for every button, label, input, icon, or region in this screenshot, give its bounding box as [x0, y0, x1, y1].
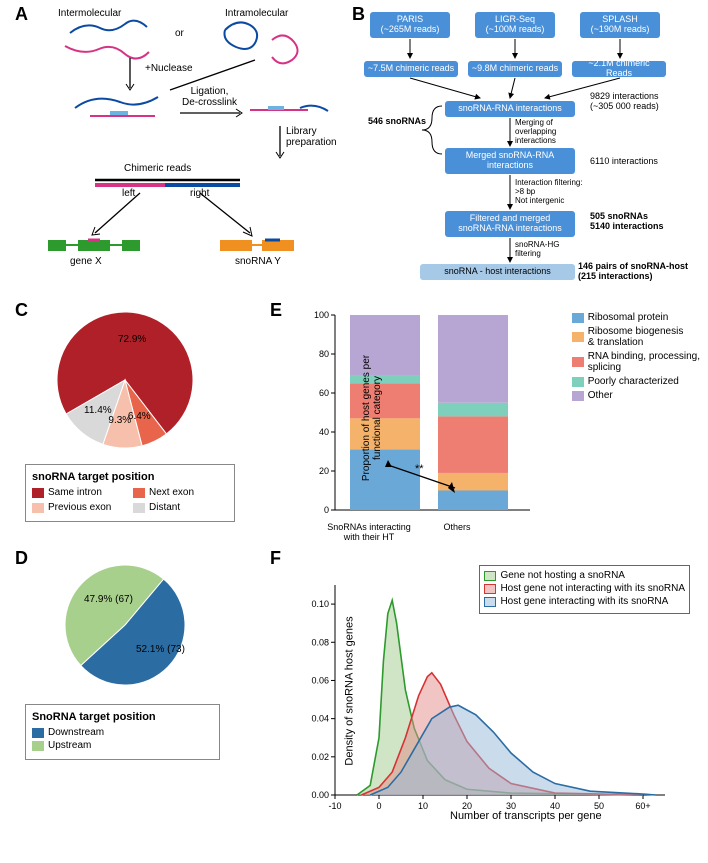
- legend-item: Next exon: [133, 487, 228, 498]
- svg-text:0.00: 0.00: [311, 790, 329, 800]
- pie-slice-label: 72.9%: [118, 334, 146, 345]
- legend-C-title: snoRNA target position: [32, 471, 228, 483]
- text-ligation: Ligation, De-crosslink: [182, 86, 237, 108]
- box-chi1: ~7.5M chimeric reads: [364, 61, 458, 77]
- svg-text:0.04: 0.04: [311, 714, 329, 724]
- box-snoint: snoRNA-RNA interactions: [445, 101, 575, 117]
- legend-item: Ribosome biogenesis & translation: [572, 326, 700, 348]
- svg-text:0.10: 0.10: [311, 599, 329, 609]
- svg-text:60+: 60+: [635, 801, 650, 811]
- step-merge: Merging of overlapping interactions: [515, 118, 556, 145]
- ylabel-E: Proportion of host genes per functional …: [361, 318, 383, 518]
- box-splash: SPLASH (~190M reads): [580, 12, 660, 38]
- svg-text:0.08: 0.08: [311, 637, 329, 647]
- legend-item: Other: [572, 390, 700, 401]
- svg-text:0: 0: [376, 801, 381, 811]
- figure: A B C D E F Intermolecular Intramolecula…: [0, 0, 708, 863]
- side-4: 505 snoRNAs 5140 interactions: [590, 211, 664, 231]
- bars-E: 0 20 40 60 80 100: [310, 310, 540, 520]
- legend-item: Downstream: [32, 727, 213, 738]
- ylabel-F: Density of snoRNA host genes: [344, 616, 356, 765]
- pie-slice-label: 11.4%: [84, 405, 112, 416]
- legend-D: SnoRNA target position Downstream Upstrea…: [25, 704, 220, 760]
- svg-text:-10: -10: [328, 801, 341, 811]
- legend-item: Distant: [133, 502, 228, 513]
- box-chi2: ~9.8M chimeric reads: [468, 61, 562, 77]
- svg-text:40: 40: [319, 427, 329, 437]
- panel-A: Intermolecular Intramolecular or: [40, 8, 350, 278]
- step-hg: snoRNA-HG filtering: [515, 240, 559, 258]
- svg-text:20: 20: [319, 466, 329, 476]
- pie-slice-label: 52.1% (73): [136, 644, 185, 655]
- legend-F: Gene not hosting a snoRNA Host gene not i…: [479, 565, 690, 614]
- svg-text:0.06: 0.06: [311, 675, 329, 685]
- text-chimeric: Chimeric reads: [124, 163, 191, 174]
- legend-item: Gene not hosting a snoRNA: [484, 570, 685, 581]
- panel-A-label: A: [15, 4, 28, 25]
- pie-slice-label: 6.4%: [128, 411, 151, 422]
- text-right: right: [190, 188, 209, 199]
- legend-item: Host gene not interacting with its snoRN…: [484, 583, 685, 594]
- svg-text:100: 100: [314, 310, 329, 320]
- box-host: snoRNA - host interactions: [420, 264, 575, 280]
- xlabel-F: Number of transcripts per gene: [450, 810, 602, 822]
- pie-slice-label: 9.3%: [108, 415, 131, 426]
- legend-item: Same intron: [32, 487, 127, 498]
- legend-C: snoRNA target position Same intron Next e…: [25, 464, 235, 522]
- svg-text:0.02: 0.02: [311, 752, 329, 762]
- legend-E: Ribosomal protein Ribosome biogenesis & t…: [572, 312, 700, 404]
- box-merged: Merged snoRNA-RNA interactions: [445, 148, 575, 174]
- step-filter: Interaction filtering: >8 bp Not interge…: [515, 178, 583, 205]
- legend-item: Ribosomal protein: [572, 312, 700, 323]
- svg-text:10: 10: [418, 801, 428, 811]
- box-ligr: LIGR-Seq (~100M reads): [475, 12, 555, 38]
- pie-slice-label: 47.9% (67): [84, 594, 133, 605]
- svg-text:60: 60: [319, 388, 329, 398]
- box-paris: PARIS (~265M reads): [370, 12, 450, 38]
- legend-item: Previous exon: [32, 502, 127, 513]
- box-filtered: Filtered and merged snoRNA-RNA interacti…: [445, 211, 575, 237]
- panel-D: 52.1% (73) 47.9% (67) SnoRNA target posit…: [25, 555, 255, 755]
- svg-text:0: 0: [324, 505, 329, 515]
- text-left: left: [122, 188, 135, 199]
- legend-D-title: SnoRNA target position: [32, 711, 213, 723]
- svg-text:80: 80: [319, 349, 329, 359]
- text-geneX: gene X: [70, 256, 102, 267]
- legend-item: Poorly characterized: [572, 376, 700, 387]
- xcat: Others: [413, 522, 501, 542]
- text-library: Library preparation: [286, 126, 337, 148]
- legend-item: Upstream: [32, 740, 213, 751]
- legend-item: Host gene interacting with its snoRNA: [484, 596, 685, 607]
- legend-item: RNA binding, processing, splicing: [572, 351, 700, 373]
- side-3: 6110 interactions: [590, 156, 658, 166]
- panel-C: 72.9% 6.4%9.3%11.4% snoRNA target positio…: [25, 305, 255, 525]
- xcat: SnoRNAs interacting with their HT: [325, 522, 413, 542]
- text-nuclease: +Nuclease: [145, 63, 193, 74]
- side-5: 146 pairs of snoRNA-host (215 interactio…: [578, 261, 688, 281]
- panel-F: -100102030405060+0.000.020.040.060.080.1…: [280, 555, 700, 845]
- side-2: 546 snoRNAs: [368, 116, 426, 126]
- box-chi3: ~2.1M chimeric Reads: [572, 61, 666, 77]
- text-snoY: snoRNA Y: [235, 256, 281, 267]
- side-1: 9829 interactions (~305 000 reads): [590, 91, 659, 111]
- panel-E: 0 20 40 60 80 100 Proportion of host genes pe…: [280, 300, 700, 535]
- panel-B: PARIS (~265M reads) LIGR-Seq (~100M read…: [360, 6, 700, 286]
